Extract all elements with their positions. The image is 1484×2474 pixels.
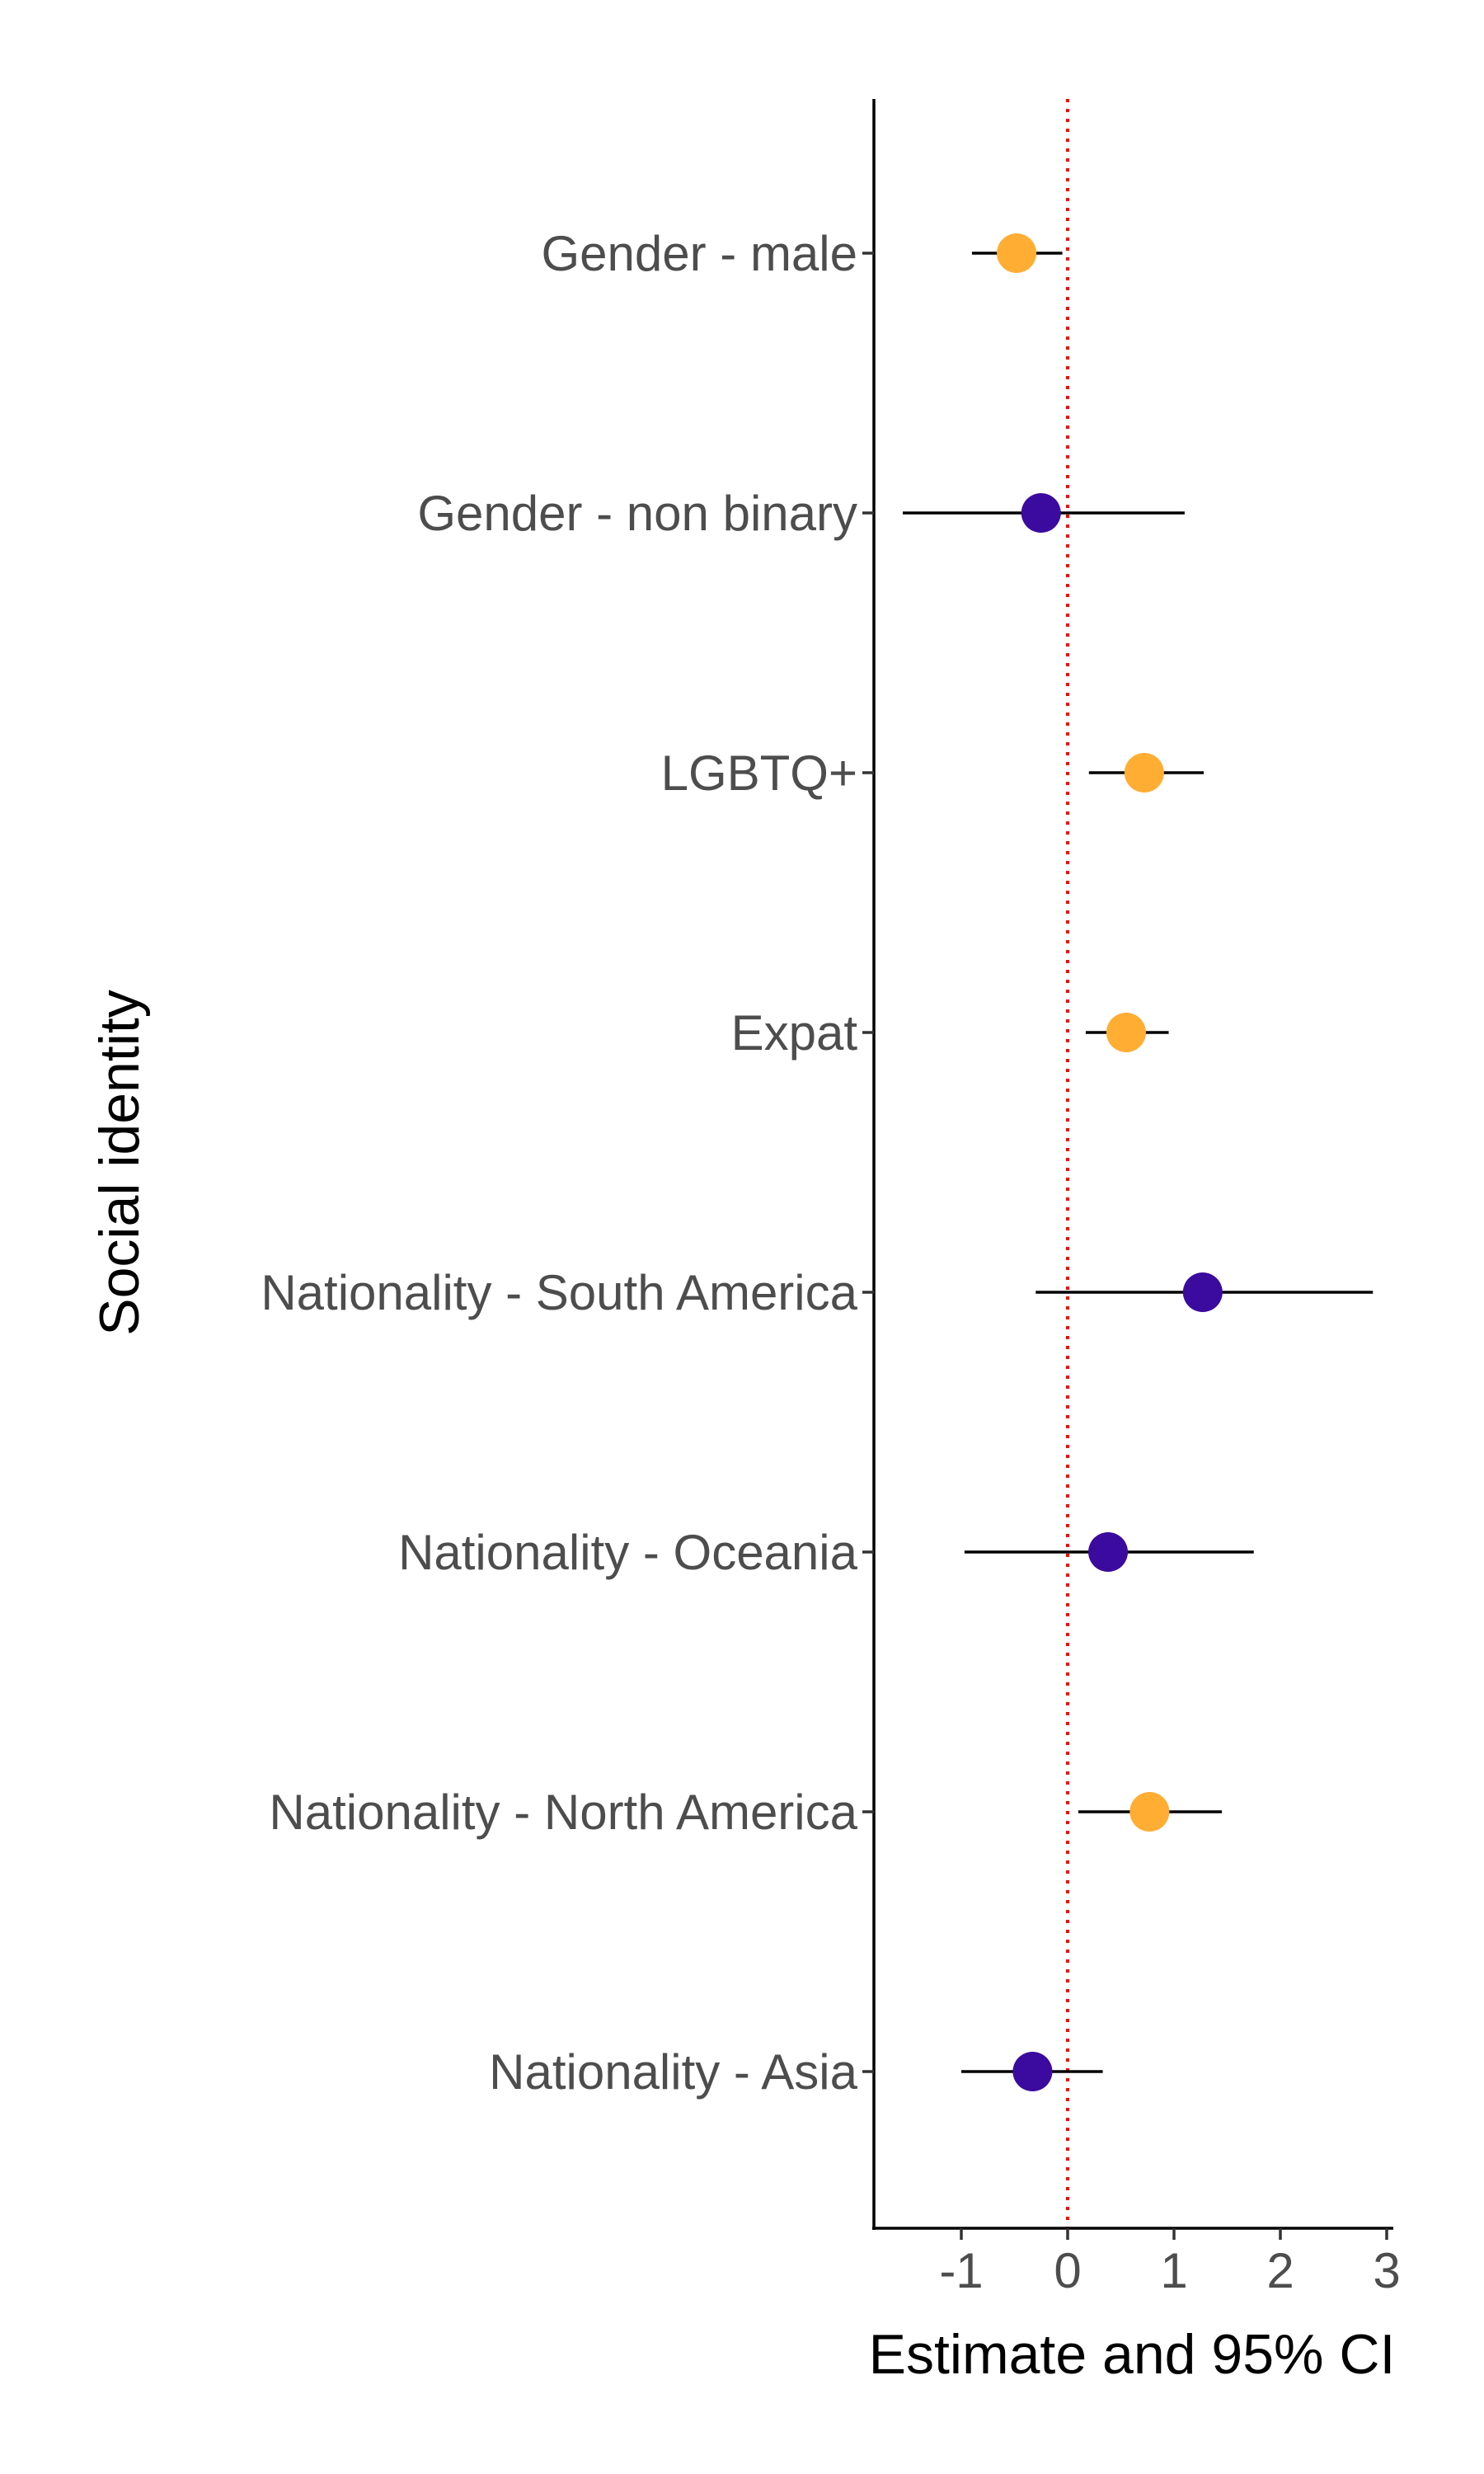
y-tick-label: LGBTQ+ [661,745,857,801]
y-axis-title: Social identity [88,990,151,1336]
x-tick-label: 2 [1266,2243,1294,2298]
y-tick-label: Nationality - Asia [489,2044,857,2100]
estimate-point [1088,1532,1129,1572]
y-tick-label: Nationality - North America [269,1785,857,1840]
estimate-point [1124,753,1164,793]
estimate-point [1129,1792,1170,1832]
estimates [997,233,1223,2091]
y-tick-label: Nationality - South America [261,1265,857,1320]
estimate-point [997,233,1037,273]
x-tick-labels: -1 0 1 2 3 [939,2243,1400,2298]
x-tick-label: 1 [1160,2243,1187,2298]
x-tick-label: 3 [1373,2243,1400,2298]
estimate-point [1106,1013,1146,1052]
estimate-point [1182,1272,1223,1312]
axes [862,99,1393,2240]
estimate-point [1012,2052,1053,2091]
x-axis-title: Estimate and 95% CI [869,2323,1396,2386]
y-tick-label: Gender - non binary [417,486,857,541]
x-tick-label: -1 [939,2243,983,2298]
category-labels: Gender - male Gender - non binary LGBTQ+ Ex… [261,226,857,2100]
x-tick-label: 0 [1054,2243,1081,2298]
y-tick-label: Nationality - Oceania [398,1525,858,1580]
estimate-point [1021,493,1061,533]
y-tick-label: Gender - male [542,226,858,281]
y-tick-label: Expat [731,1005,858,1061]
